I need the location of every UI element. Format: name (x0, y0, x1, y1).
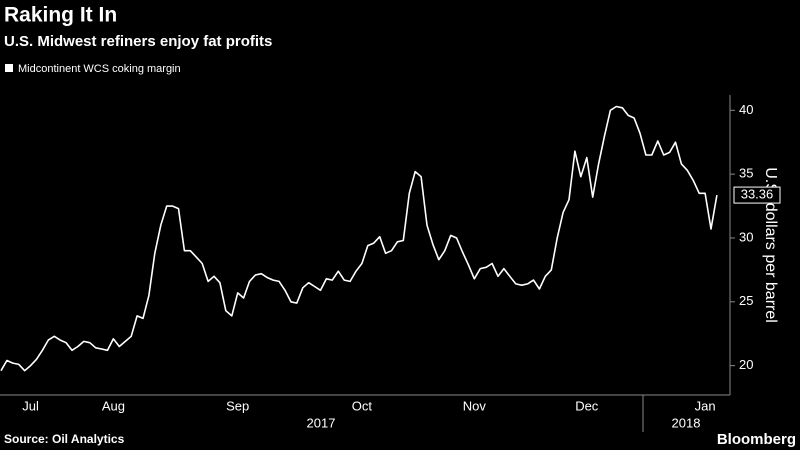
chart-subtitle: U.S. Midwest refiners enjoy fat profits (4, 33, 272, 50)
legend-label: Midcontinent WCS coking margin (18, 63, 181, 75)
x-tick-label: Jan (695, 398, 716, 413)
x-tick-label: Oct (352, 398, 373, 413)
x-tick-label: Nov (463, 398, 487, 413)
y-tick-label: 35 (739, 166, 753, 181)
last-value-label: 33.36 (741, 187, 774, 202)
x-tick-label: Aug (102, 398, 125, 413)
brand: Bloomberg (717, 431, 796, 448)
source: Source: Oil Analytics (4, 432, 125, 446)
y-tick-label: 25 (739, 293, 753, 308)
legend-swatch (5, 64, 13, 72)
x-tick-label: Sep (226, 398, 249, 413)
x-tick-label: Dec (575, 398, 599, 413)
y-axis-title: U.S. dollars per barrel (762, 167, 779, 323)
y-tick-label: 30 (739, 229, 753, 244)
y-tick-label: 20 (739, 357, 753, 372)
line (0, 105, 718, 372)
last-value-box (733, 186, 781, 204)
x-tick-label: Jul (22, 398, 39, 413)
x-group-label: 2017 (307, 415, 336, 430)
x-group-label: 2018 (672, 415, 701, 430)
chart-title: Raking It In (4, 4, 117, 27)
y-tick-label: 40 (739, 102, 753, 117)
